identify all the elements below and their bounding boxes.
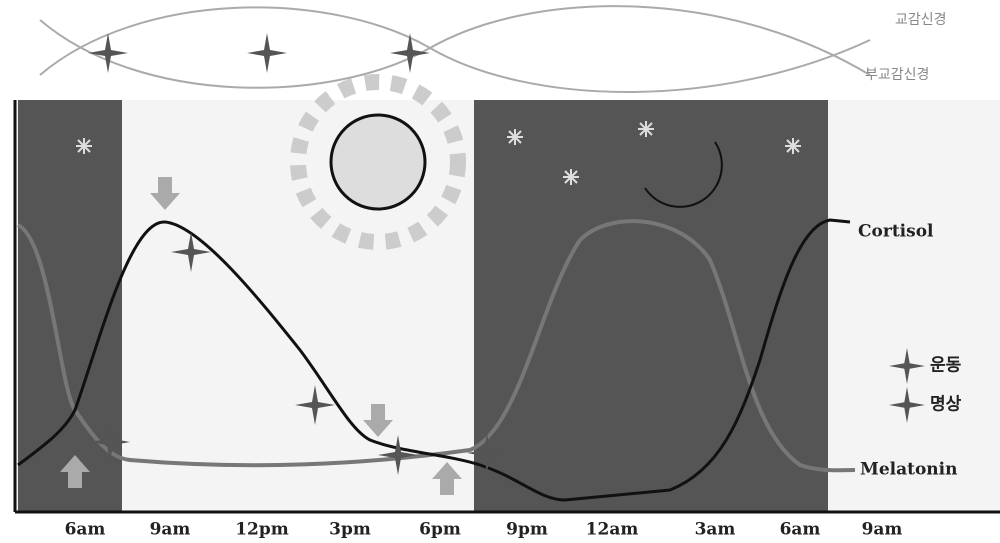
sparkle xyxy=(785,138,801,154)
time-label: 3pm xyxy=(329,520,371,540)
cortisol-label: Cortisol xyxy=(858,222,934,242)
sympathetic-label: 교감신경 xyxy=(895,12,947,28)
sparkle xyxy=(507,129,523,145)
time-axis: 6am 9am 12pm 3pm 6pm 9pm 12am 3am 6am 9am xyxy=(65,520,903,540)
star xyxy=(390,33,430,73)
sparkle xyxy=(563,169,579,185)
melatonin-label: Melatonin xyxy=(860,460,957,480)
nervous-waves xyxy=(40,6,870,92)
time-label: 6pm xyxy=(419,520,461,540)
time-label: 3am xyxy=(695,520,736,540)
time-label: 6am xyxy=(65,520,106,540)
time-label: 12pm xyxy=(235,520,289,540)
diagram: 교감신경 부교감신경 Cortisol Melatonin 운동 명상 6am 9… xyxy=(0,0,1000,543)
parasympathetic-label: 부교감신경 xyxy=(865,67,929,83)
time-label: 6am xyxy=(780,520,821,540)
star xyxy=(88,33,128,73)
time-label: 9pm xyxy=(506,520,548,540)
legend-meditation: 명상 xyxy=(930,395,962,415)
sparkle xyxy=(76,138,92,154)
time-label: 12am xyxy=(586,520,639,540)
time-label: 9am xyxy=(862,520,903,540)
sparkle xyxy=(638,121,654,137)
legend-exercise: 운동 xyxy=(930,356,962,376)
star xyxy=(247,33,287,73)
time-label: 9am xyxy=(150,520,191,540)
